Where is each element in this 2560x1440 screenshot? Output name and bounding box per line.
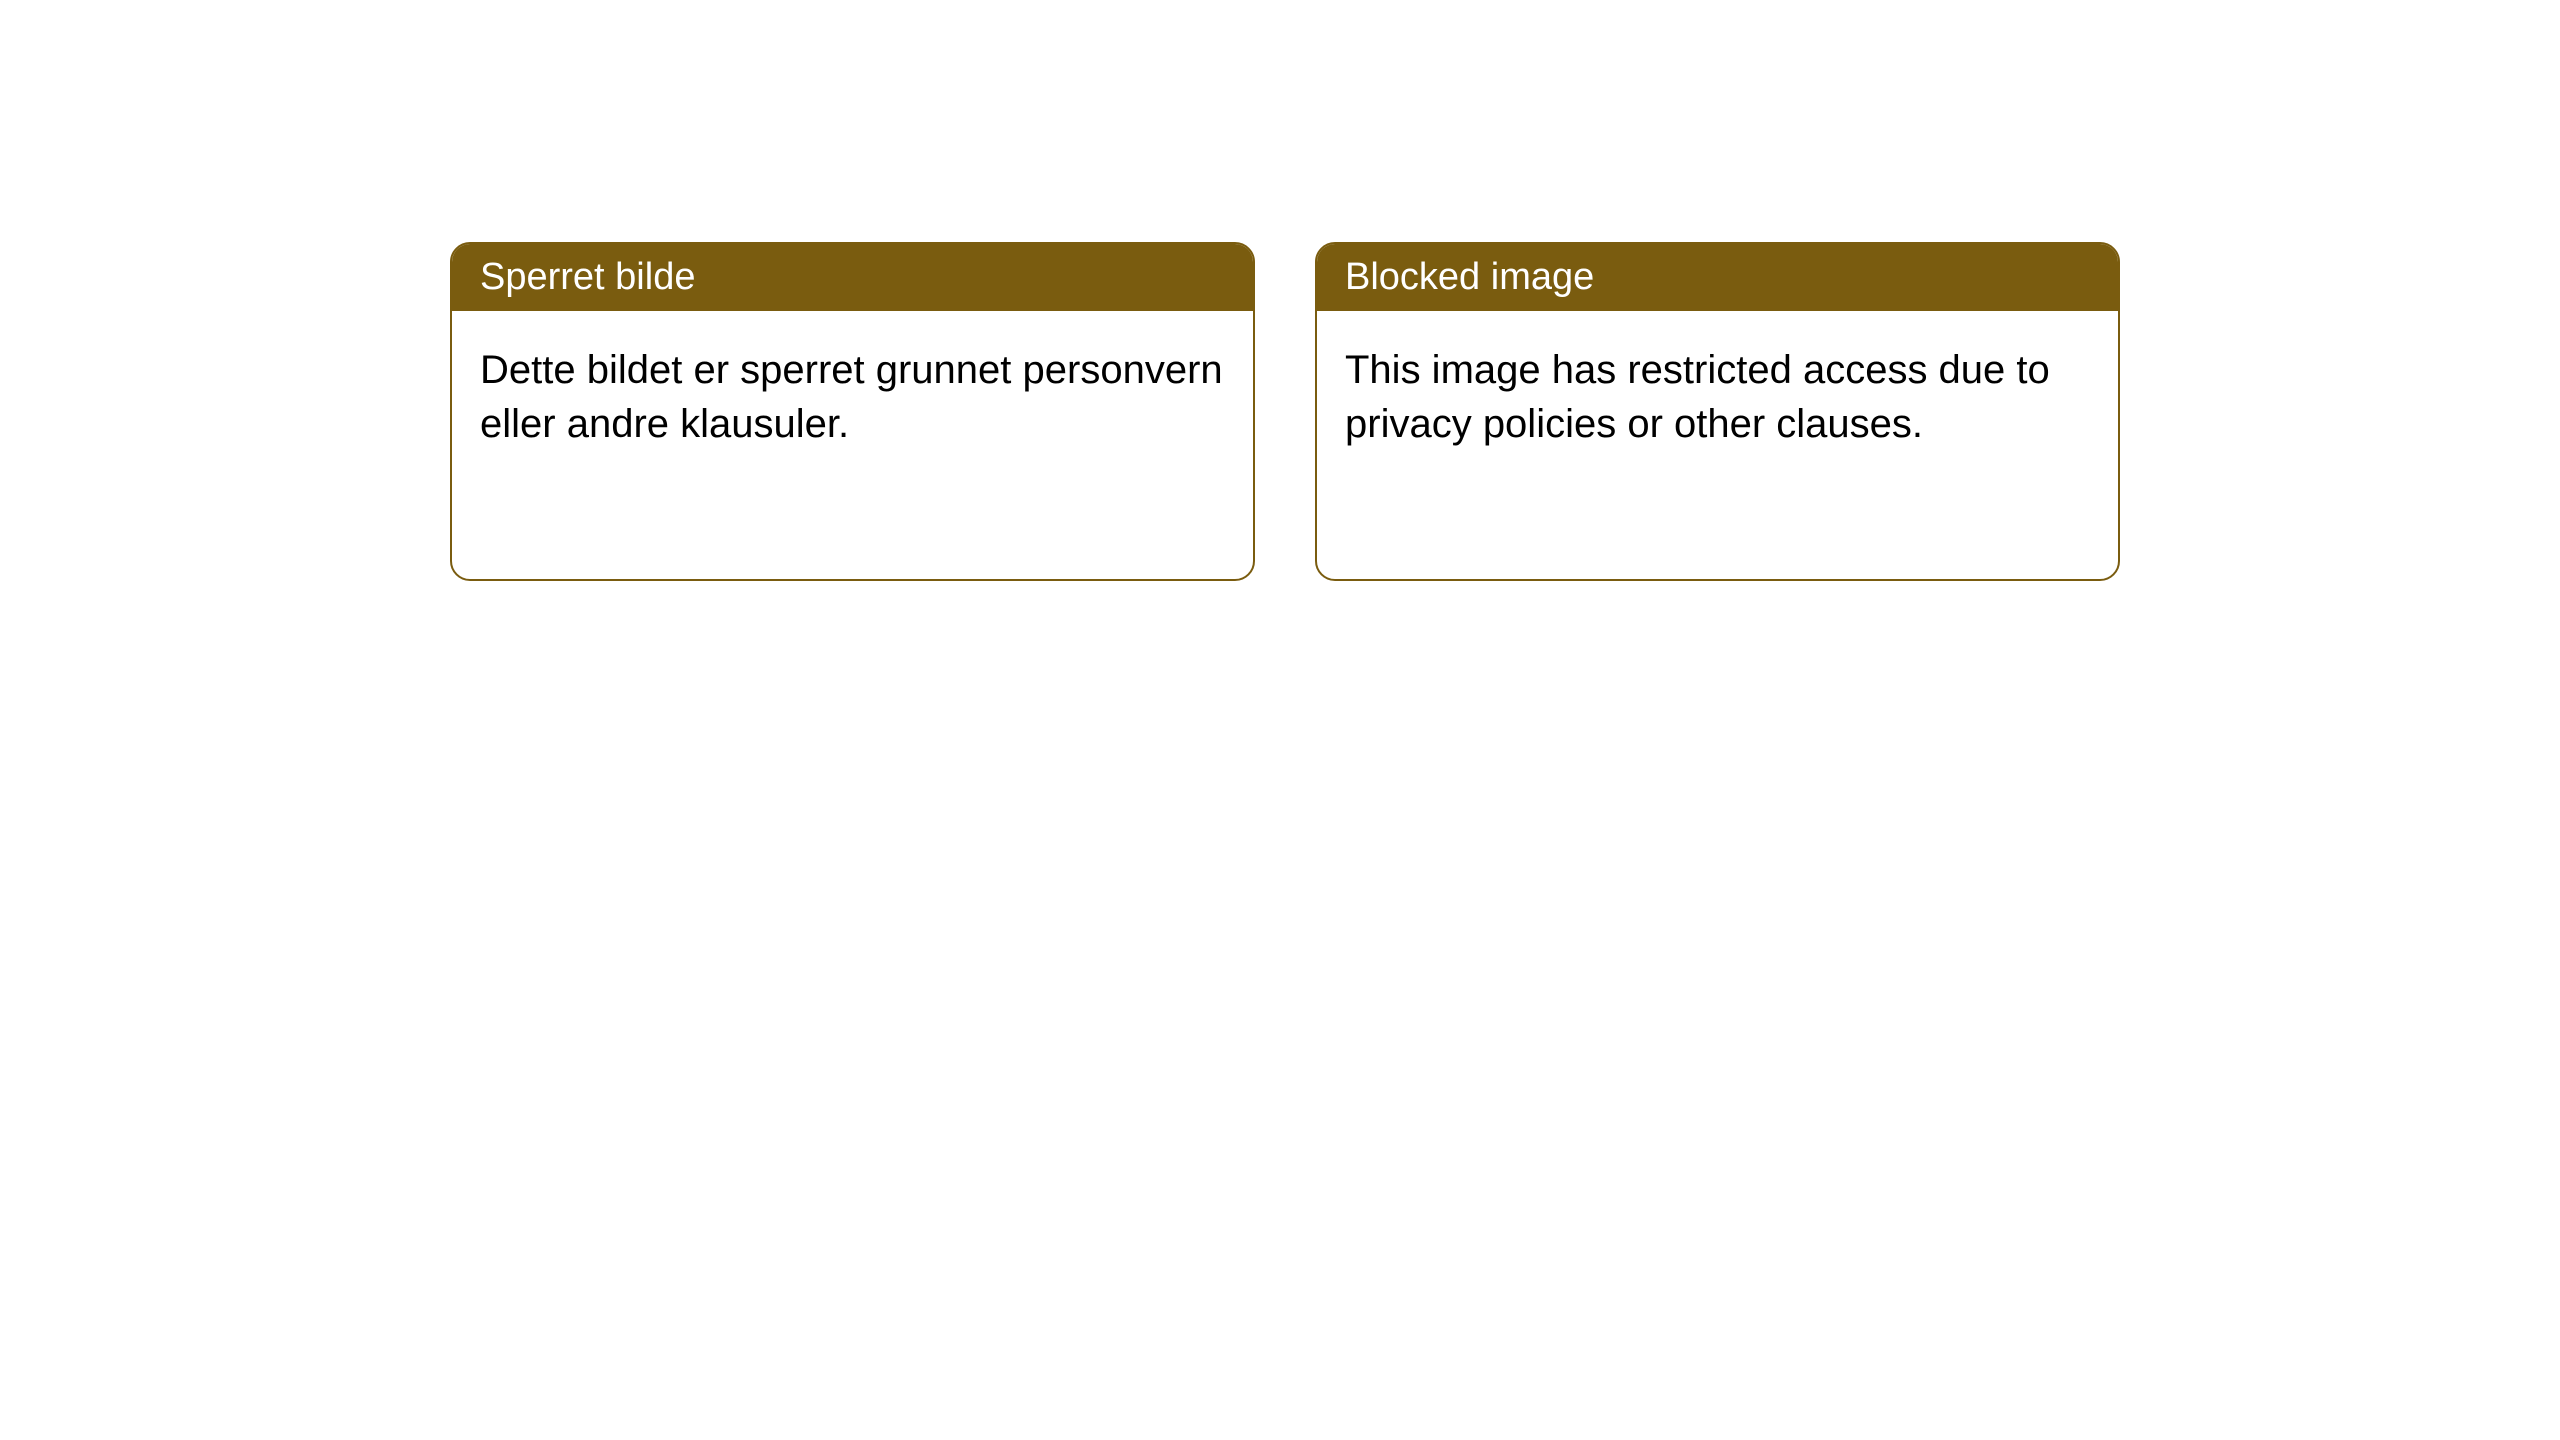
card-body-text: This image has restricted access due to …: [1345, 348, 2050, 446]
notice-card-english: Blocked image This image has restricted …: [1315, 242, 2120, 581]
card-body: Dette bildet er sperret grunnet personve…: [452, 311, 1253, 483]
notice-cards-container: Sperret bilde Dette bildet er sperret gr…: [450, 242, 2120, 581]
card-header: Sperret bilde: [452, 244, 1253, 311]
card-header: Blocked image: [1317, 244, 2118, 311]
notice-card-norwegian: Sperret bilde Dette bildet er sperret gr…: [450, 242, 1255, 581]
card-body: This image has restricted access due to …: [1317, 311, 2118, 483]
card-body-text: Dette bildet er sperret grunnet personve…: [480, 348, 1223, 446]
card-title: Blocked image: [1345, 256, 1594, 298]
card-title: Sperret bilde: [480, 256, 695, 298]
